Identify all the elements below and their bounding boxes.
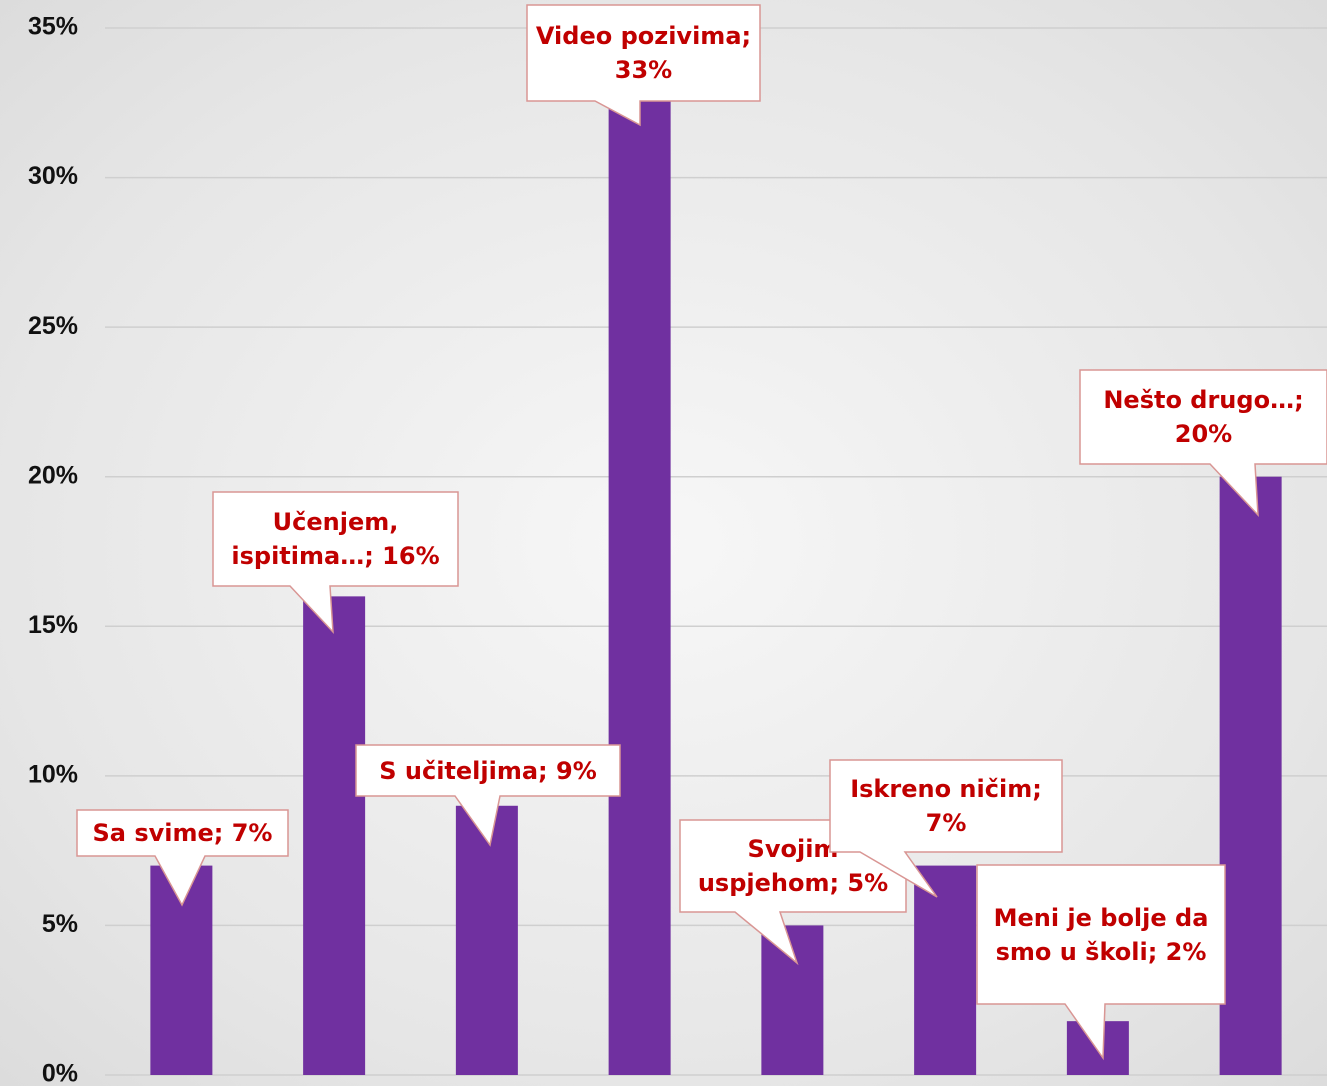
callout (1079, 369, 1327, 518)
data-label: Iskreno ničim; 7% (850, 775, 1042, 837)
callout-text-box: Meni je bolje da smo u školi; 2% (993, 903, 1209, 966)
data-label: Svojim uspjehom; 5% (697, 835, 889, 897)
data-label: Učenjem, ispitima…; 16% (231, 508, 440, 570)
callout-text-box: Iskreno ničim; 7% (850, 775, 1042, 837)
callout (829, 759, 1063, 898)
callout-text-box: Učenjem, ispitima…; 16% (231, 508, 440, 570)
callout (526, 4, 761, 127)
y-tick-label: 20% (28, 461, 78, 489)
y-tick-label: 0% (42, 1060, 78, 1086)
callout-text-box: Sa svime; 7% (92, 819, 273, 847)
callout-text-box: Svojim uspjehom; 5% (697, 835, 889, 897)
callout (212, 491, 459, 635)
data-label: S učiteljima; 9% (379, 756, 597, 785)
callout (355, 744, 621, 847)
callout-text-box: Nešto drugo…; 20% (1103, 386, 1304, 448)
data-label: Nešto drugo…; 20% (1103, 386, 1304, 448)
bar (303, 596, 366, 1075)
callout-text-box: S učiteljima; 9% (379, 756, 597, 785)
y-tick-label: 10% (28, 760, 78, 788)
callout (976, 864, 1226, 1061)
y-tick-label: 30% (28, 162, 78, 190)
data-label: Meni je bolje da smo u školi; 2% (993, 903, 1209, 966)
callout-text-box: Video pozivima; 33% (535, 22, 752, 84)
callout (76, 809, 289, 907)
bar (608, 87, 671, 1076)
y-tick-label: 5% (42, 910, 78, 938)
data-label: Sa svime; 7% (92, 819, 273, 847)
y-tick-label: 15% (28, 611, 78, 639)
bar (914, 865, 977, 1075)
y-tick-label: 35% (28, 13, 78, 41)
bar (1219, 476, 1282, 1075)
bar (455, 805, 518, 1075)
y-tick-label: 25% (28, 312, 78, 340)
data-label: Video pozivima; 33% (535, 22, 752, 84)
